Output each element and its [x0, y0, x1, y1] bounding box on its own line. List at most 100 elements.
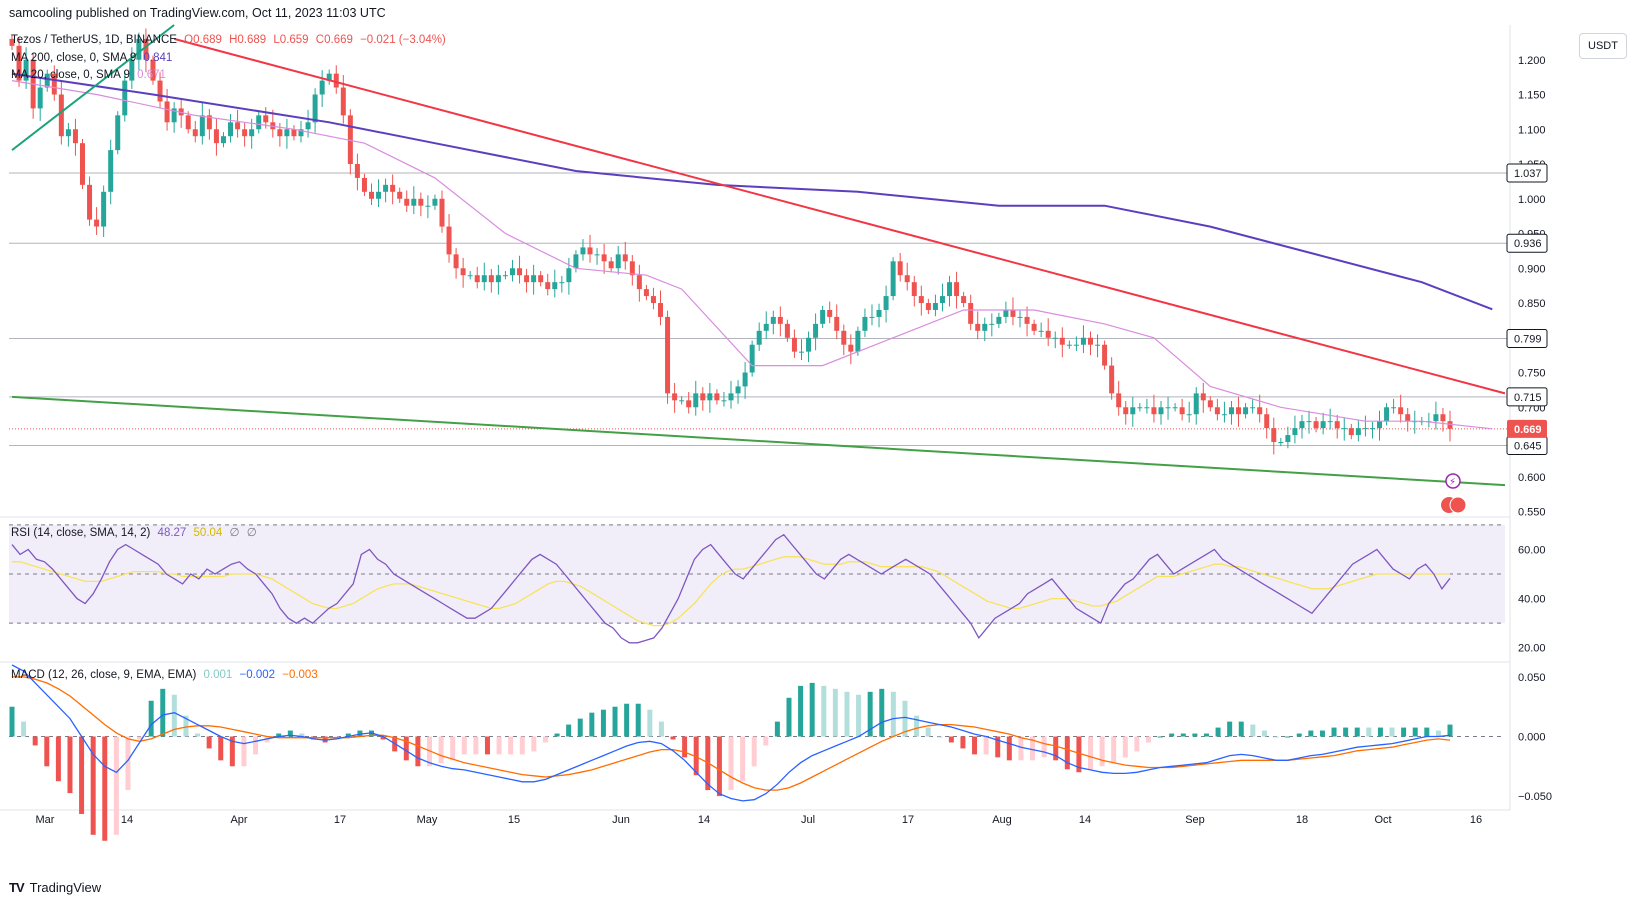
price-tick-label: 0.550 [1518, 507, 1546, 519]
macd-histogram-bar [1296, 733, 1302, 737]
macd-histogram-bar [821, 685, 827, 737]
candle-body [707, 393, 713, 401]
candle-body [1095, 344, 1101, 346]
x-tick-label: 18 [1296, 814, 1308, 826]
candle-body [1109, 365, 1115, 394]
candle-body [495, 275, 501, 283]
macd-histogram-bar [832, 688, 838, 737]
low-value: L0.659 [273, 34, 309, 46]
candle-body [714, 393, 720, 401]
macd-histogram-bar [937, 736, 943, 738]
level-label-box [1506, 163, 1548, 183]
candle-body [594, 254, 600, 256]
candle-body [354, 164, 360, 178]
candle-body [1130, 407, 1136, 415]
macd-histogram-bar [1354, 727, 1360, 737]
candle-body [51, 73, 57, 95]
macd-histogram-bar [542, 736, 548, 743]
early-uptrend-trendline [11, 24, 175, 151]
candle-body [369, 191, 374, 199]
candle-body [742, 372, 748, 387]
macd-histogram-bar [1006, 736, 1012, 761]
macd-histogram-bar [1041, 736, 1047, 758]
macd-value: −0.002 [239, 669, 276, 681]
candle-body [326, 73, 332, 81]
candle-body [756, 330, 762, 345]
candle-body [1398, 407, 1404, 415]
macd-histogram-bar [438, 736, 444, 764]
price-tick-label: 0.900 [1518, 263, 1546, 275]
candle-body [1010, 309, 1016, 317]
level-label: 0.936 [1514, 238, 1542, 250]
macd-histogram-bar [1134, 736, 1140, 752]
candle-body [1369, 428, 1375, 430]
candle-body [791, 337, 797, 352]
macd-histogram-bar [531, 736, 537, 752]
macd-histogram-bar [1435, 730, 1441, 737]
candle-body [185, 115, 191, 130]
candle-body [305, 122, 311, 130]
lightning-icon [1445, 473, 1461, 489]
candle-body [1313, 421, 1319, 429]
macd-histogram-bar [960, 736, 966, 749]
candle-body [235, 122, 241, 130]
rsi-legend: RSI (14, close, SMA, 14, 2) 48.27 50.04 … [11, 525, 261, 539]
macd-histogram-bar [1273, 736, 1279, 738]
candle-body [925, 303, 931, 310]
ma20-value: 0.671 [137, 69, 166, 81]
candle-body [749, 344, 755, 373]
x-tick-label: Jun [612, 814, 630, 826]
candle-body [1073, 344, 1079, 346]
candle-body [784, 323, 790, 338]
macd-histogram-bar [716, 736, 722, 797]
macd-histogram-bar [1319, 730, 1325, 737]
candle-body [679, 400, 685, 402]
candle-body [686, 400, 692, 408]
candle-body [277, 129, 283, 137]
signal-line [12, 676, 1451, 791]
x-tick-label: 14 [121, 814, 133, 826]
price-legend: Tezos / TetherUS, 1D, BINANCE O0.689 H0.… [11, 34, 450, 46]
support-trendline [11, 395, 1506, 487]
open-value: O0.689 [184, 34, 222, 46]
candle-body [665, 316, 671, 394]
candle-body [636, 275, 642, 290]
macd-histogram-bar [148, 700, 154, 737]
candle-body [291, 129, 297, 137]
macd-histogram-bar [32, 736, 38, 746]
x-tick-label: 14 [1079, 814, 1091, 826]
close-value: C0.669 [315, 34, 353, 46]
candle-body [869, 316, 875, 318]
candle-body [813, 323, 819, 338]
candle-body [1250, 407, 1256, 409]
price-tick-label: 1.100 [1518, 124, 1546, 136]
candle-body [1123, 407, 1129, 415]
candle-body [1391, 407, 1397, 409]
ma20-line [11, 80, 1493, 430]
macd-histogram-bar [450, 736, 456, 761]
candle-body [1377, 421, 1383, 429]
macd-histogram-bar [1261, 730, 1267, 737]
rsi-extra-1: ∅ [229, 527, 240, 539]
candle-body [1257, 407, 1263, 415]
candle-body [693, 393, 699, 408]
macd-tick-label: −0.050 [1518, 791, 1552, 803]
macd-histogram-bar [1145, 736, 1151, 743]
candle-body [827, 309, 833, 317]
candle-body [164, 101, 170, 123]
currency-button[interactable]: USDT [1579, 33, 1627, 59]
candle-body [418, 198, 424, 206]
x-tick-label: 17 [334, 814, 346, 826]
macd-histogram-bar [1238, 721, 1244, 737]
macd-histogram-bar [948, 736, 954, 743]
candle-body [947, 282, 953, 297]
price-tick-label: 0.750 [1518, 368, 1546, 380]
rsi-value: 48.27 [157, 527, 187, 539]
ma200-label: MA 200, close, 0, SMA 9 [11, 52, 137, 64]
ma20-label: MA 20, close, 0, SMA 9 [11, 69, 130, 81]
macd-histogram-bar [728, 736, 734, 791]
candle-body [1024, 316, 1030, 324]
candle-body [481, 275, 487, 283]
macd-histogram-bar [1331, 727, 1337, 737]
